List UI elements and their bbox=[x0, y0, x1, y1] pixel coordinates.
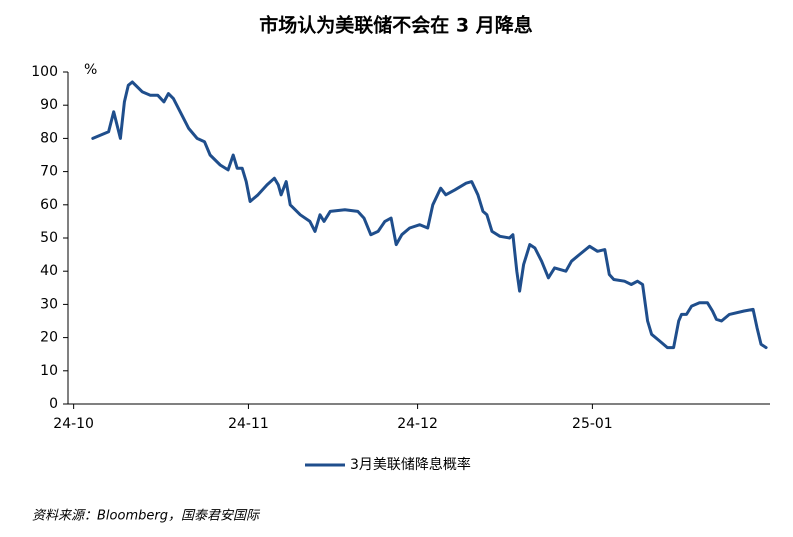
x-tick-label: 24-10 bbox=[53, 416, 94, 432]
y-tick-label: 70 bbox=[40, 164, 58, 180]
y-tick-label: 30 bbox=[40, 296, 58, 312]
x-tick-label: 24-11 bbox=[228, 416, 269, 432]
x-tick-label: 25-01 bbox=[572, 416, 613, 432]
y-unit: % bbox=[84, 62, 97, 78]
source: 资料来源：Bloomberg，国泰君安国际 bbox=[32, 509, 261, 524]
y-tick-label: 20 bbox=[40, 330, 58, 346]
y-tick-label: 40 bbox=[40, 263, 58, 279]
legend-label: 3月美联储降息概率 bbox=[350, 456, 471, 473]
y-tick-label: 100 bbox=[31, 64, 58, 80]
x-tick-label: 24-12 bbox=[397, 416, 438, 432]
y-tick-label: 90 bbox=[40, 97, 58, 113]
y-tick-label: 10 bbox=[40, 363, 58, 379]
y-tick-label: 0 bbox=[49, 396, 58, 412]
y-tick-label: 60 bbox=[40, 197, 58, 213]
y-tick-label: 80 bbox=[40, 130, 58, 146]
chart-title: 市场认为美联储不会在 3 月降息 bbox=[259, 14, 532, 37]
line-series bbox=[91, 80, 768, 350]
y-tick-label: 50 bbox=[40, 230, 58, 246]
